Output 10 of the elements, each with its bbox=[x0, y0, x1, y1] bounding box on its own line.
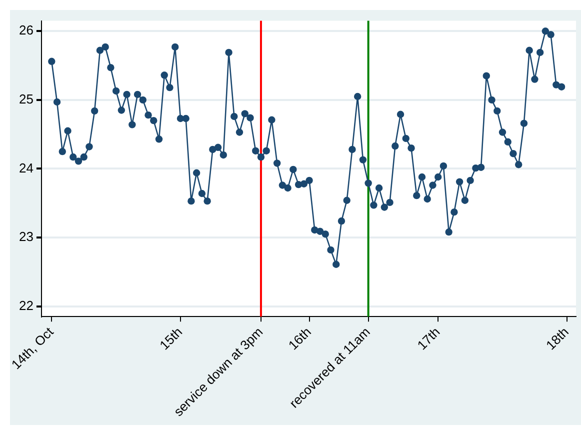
y-tick-label: 25 bbox=[18, 92, 34, 107]
y-tick-label: 22 bbox=[18, 298, 34, 313]
x-tick-label: 15th bbox=[156, 324, 186, 353]
x-tick-label: 17th bbox=[414, 324, 443, 353]
y-tick-label: 26 bbox=[18, 22, 34, 38]
x-tick-label: 18th bbox=[543, 324, 572, 353]
x-tick-label: 16th bbox=[285, 324, 314, 353]
y-tick-label: 24 bbox=[18, 160, 34, 176]
y-tick-label: 23 bbox=[18, 229, 34, 244]
x-tick-label: 14th, Oct bbox=[8, 324, 57, 372]
